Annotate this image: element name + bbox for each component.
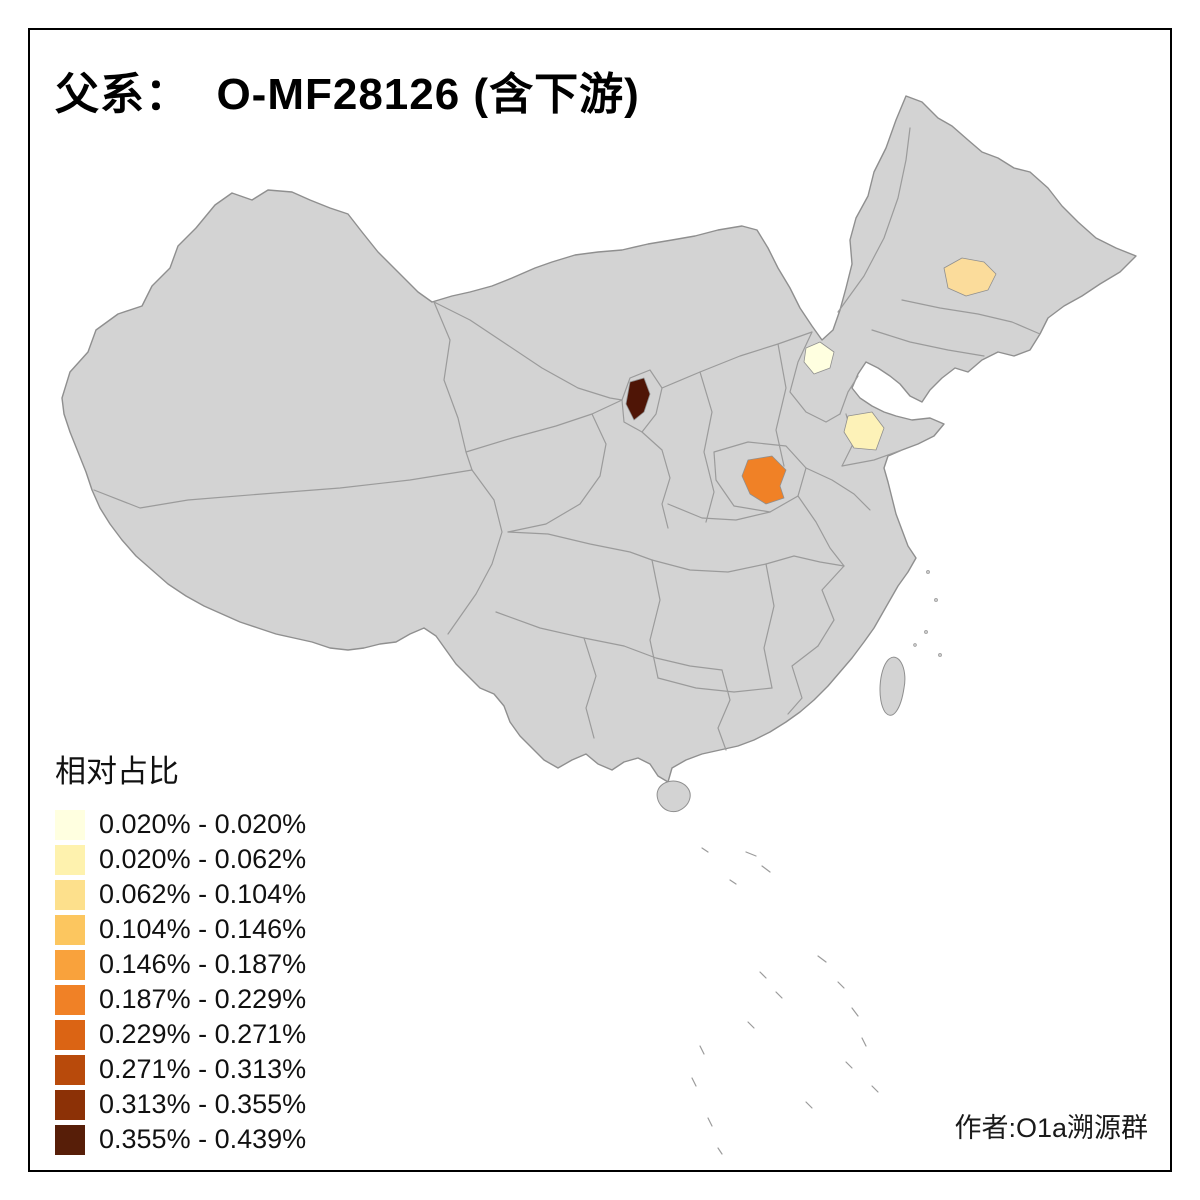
legend-item: 0.229% - 0.271% xyxy=(55,1017,306,1052)
page-title: 父系： O-MF28126 (含下游) xyxy=(55,70,640,119)
legend: 相对占比 0.020% - 0.020% 0.020% - 0.062% 0.0… xyxy=(55,746,306,1157)
legend-item: 0.355% - 0.439% xyxy=(55,1122,306,1157)
mainland-outline xyxy=(61,95,1137,783)
legend-swatch xyxy=(55,1054,85,1085)
region-shandong-west xyxy=(843,411,885,451)
legend-swatch xyxy=(55,914,85,945)
province-borders xyxy=(93,127,1041,751)
legend-title: 相对占比 xyxy=(55,754,179,789)
legend-label: 0.229% - 0.271% xyxy=(99,1019,307,1049)
legend-label: 0.146% - 0.187% xyxy=(99,949,307,979)
region-henan-central xyxy=(741,455,787,505)
south-china-sea-islets xyxy=(691,847,879,1155)
legend-label: 0.104% - 0.146% xyxy=(99,914,307,944)
legend-swatch xyxy=(55,809,85,840)
region-beijing xyxy=(803,341,835,375)
legend-item: 0.020% - 0.062% xyxy=(55,842,306,877)
legend-item: 0.104% - 0.146% xyxy=(55,912,306,947)
legend-label: 0.020% - 0.020% xyxy=(99,809,307,839)
legend-swatch xyxy=(55,879,85,910)
author-credit: 作者:O1a溯源群 xyxy=(954,1113,1148,1143)
legend-label: 0.355% - 0.439% xyxy=(99,1124,307,1154)
legend-label: 0.313% - 0.355% xyxy=(99,1089,307,1119)
hainan-island xyxy=(656,780,691,813)
legend-swatch xyxy=(55,949,85,980)
legend-swatch xyxy=(55,1089,85,1120)
legend-label: 0.271% - 0.313% xyxy=(99,1054,307,1084)
legend-item: 0.146% - 0.187% xyxy=(55,947,306,982)
legend-item: 0.313% - 0.355% xyxy=(55,1087,306,1122)
legend-item: 0.062% - 0.104% xyxy=(55,877,306,912)
legend-label: 0.020% - 0.062% xyxy=(99,844,307,874)
legend-swatch xyxy=(55,1019,85,1050)
legend-label: 0.187% - 0.229% xyxy=(99,984,307,1014)
taiwan-island xyxy=(879,656,906,716)
region-heilongjiang-harbin xyxy=(943,257,997,297)
legend-swatch xyxy=(55,984,85,1015)
islands xyxy=(656,570,942,813)
legend-swatch xyxy=(55,844,85,875)
highlighted-regions xyxy=(625,257,997,505)
legend-item: 0.271% - 0.313% xyxy=(55,1052,306,1087)
legend-swatch xyxy=(55,1124,85,1155)
legend-item: 0.187% - 0.229% xyxy=(55,982,306,1017)
region-ningxia xyxy=(625,377,651,421)
legend-item: 0.020% - 0.020% xyxy=(55,807,306,842)
legend-label: 0.062% - 0.104% xyxy=(99,879,307,909)
